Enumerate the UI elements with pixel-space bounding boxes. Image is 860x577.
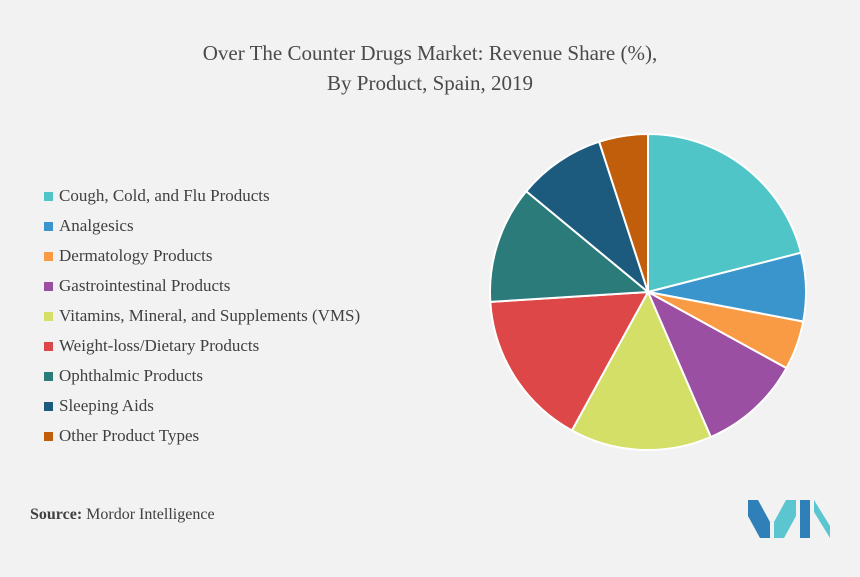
pie-slice-sleeping-aids (524, 140, 651, 295)
pie-slice-gastrointestinal (645, 289, 788, 439)
legend-swatch (44, 251, 53, 261)
source-text: Mordor Intelligence (86, 506, 215, 523)
legend-swatch (44, 311, 53, 321)
pie-slice-vms (570, 289, 713, 451)
legend-swatch (44, 281, 53, 291)
legend-label: Ophthalmic Products (59, 366, 204, 385)
legend-item-other: Other Product Types (44, 421, 360, 451)
legend-label: Cough, Cold, and Flu Products (59, 186, 270, 205)
pie-slice-weight-loss (489, 290, 650, 432)
legend-label: Vitamins, Mineral, and Supplements (VMS) (59, 306, 361, 325)
legend-swatch (44, 401, 53, 411)
legend-item-dermatology: Dermatology Products (44, 241, 360, 271)
logo-shape-right (814, 500, 830, 538)
pie-slice-other (597, 132, 649, 293)
logo-shape-bar (800, 500, 810, 538)
legend-label: Dermatology Products (59, 246, 213, 265)
chart-legend: Cough, Cold, and Flu Products Analgesics… (44, 181, 360, 451)
legend-label: Other Product Types (59, 426, 200, 445)
legend-label: Gastrointestinal Products (59, 276, 231, 295)
legend-label: Analgesics (59, 216, 134, 235)
legend-item-weight-loss: Weight-loss/Dietary Products (44, 331, 360, 361)
legend-item-ophthalmic: Ophthalmic Products (44, 361, 360, 391)
chart-title-line-2: By Product, Spain, 2019 (327, 71, 533, 95)
legend-item-sleeping-aids: Sleeping Aids (44, 391, 360, 421)
legend-item-cough-cold-flu: Cough, Cold, and Flu Products (44, 181, 360, 211)
pie-slice-cough-cold-flu (647, 132, 803, 294)
legend-item-gastrointestinal: Gastrointestinal Products (44, 271, 360, 301)
logo-shape-left (748, 500, 770, 538)
legend-item-vms: Vitamins, Mineral, and Supplements (VMS) (44, 301, 360, 331)
source-label: Source: (30, 506, 83, 523)
legend-swatch (44, 221, 53, 231)
legend-swatch (44, 371, 53, 381)
source-note: Source: Mordor Intelligence (30, 506, 215, 524)
legend-swatch (44, 341, 53, 351)
mordor-intelligence-logo (748, 500, 830, 538)
pie-slice-ophthalmic (489, 189, 651, 303)
legend-swatch (44, 191, 53, 201)
legend-label: Weight-loss/Dietary Products (59, 336, 260, 355)
chart-title-line-1: Over The Counter Drugs Market: Revenue S… (202, 41, 658, 65)
legend-item-analgesics: Analgesics (44, 211, 360, 241)
logo-shape-middle (774, 500, 796, 538)
legend-label: Sleeping Aids (59, 396, 154, 415)
legend-swatch (44, 431, 53, 441)
